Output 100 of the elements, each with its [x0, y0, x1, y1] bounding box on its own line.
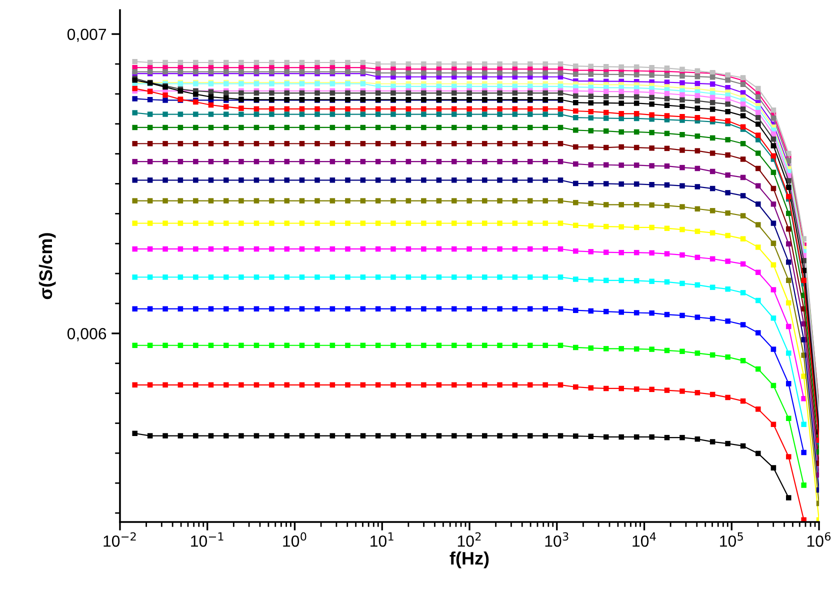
point [649, 163, 654, 168]
point [436, 198, 442, 204]
point [147, 220, 153, 226]
x-tick-label: 10$^{−1}$ [191, 532, 224, 547]
point [451, 178, 457, 183]
point [573, 433, 578, 439]
point [634, 278, 640, 284]
point [466, 178, 472, 183]
point [375, 112, 381, 117]
point [223, 198, 229, 204]
point [618, 72, 624, 78]
point [573, 114, 578, 120]
point [527, 70, 533, 76]
point [451, 61, 457, 67]
point [603, 116, 609, 121]
point [345, 178, 350, 183]
point [694, 114, 700, 120]
point [299, 220, 305, 226]
point [542, 382, 548, 388]
point [725, 258, 730, 264]
point [162, 112, 168, 117]
point [710, 106, 716, 112]
point [618, 94, 624, 100]
point [208, 178, 214, 183]
point [360, 140, 366, 146]
point [345, 382, 350, 388]
point [208, 140, 214, 146]
point [314, 246, 320, 252]
x-tick-label: 10$^{4}$ [632, 532, 656, 547]
point [269, 274, 274, 280]
point [314, 106, 320, 112]
point [482, 382, 488, 388]
point [390, 246, 396, 252]
point [466, 106, 472, 112]
point [512, 433, 518, 438]
point [208, 94, 214, 100]
point [421, 220, 426, 226]
point [132, 140, 138, 146]
point [375, 140, 381, 146]
point [558, 246, 564, 252]
point [299, 158, 305, 164]
point [680, 66, 685, 72]
point [421, 106, 426, 112]
point [694, 134, 700, 139]
point [755, 150, 761, 156]
point [330, 106, 336, 112]
point [725, 118, 730, 124]
point [618, 434, 624, 440]
point [786, 381, 792, 386]
point [786, 260, 792, 265]
point [314, 342, 320, 348]
point [649, 386, 654, 392]
point [269, 158, 274, 164]
point [573, 100, 578, 106]
point [284, 342, 290, 348]
point [360, 158, 366, 164]
point [710, 81, 716, 87]
point [238, 433, 244, 438]
point [360, 112, 366, 117]
point [482, 158, 488, 164]
point [147, 433, 153, 438]
point [649, 64, 654, 70]
point [314, 306, 320, 312]
point [603, 144, 609, 150]
point [588, 100, 594, 106]
point [603, 110, 609, 116]
point [132, 342, 138, 348]
point [497, 106, 502, 112]
point [725, 172, 730, 178]
point [649, 278, 654, 284]
point [527, 61, 533, 67]
point [618, 88, 624, 94]
point [740, 322, 746, 328]
point [193, 198, 198, 204]
point [588, 94, 594, 99]
point [770, 240, 776, 246]
point [451, 70, 457, 76]
point [618, 224, 624, 230]
point [269, 106, 274, 112]
point [132, 86, 138, 92]
point [132, 430, 138, 436]
point [664, 202, 670, 208]
point [680, 164, 685, 170]
point [725, 108, 730, 114]
point [558, 158, 564, 164]
point [466, 382, 472, 388]
point [740, 261, 746, 267]
point [162, 124, 168, 130]
point [634, 202, 640, 208]
point [466, 70, 472, 76]
point [618, 346, 624, 352]
point [132, 198, 138, 204]
point [603, 386, 609, 392]
point [223, 246, 229, 252]
point [238, 306, 244, 312]
point [284, 124, 290, 130]
point [755, 270, 761, 275]
point [634, 346, 640, 352]
point [360, 306, 366, 312]
point [147, 158, 153, 164]
